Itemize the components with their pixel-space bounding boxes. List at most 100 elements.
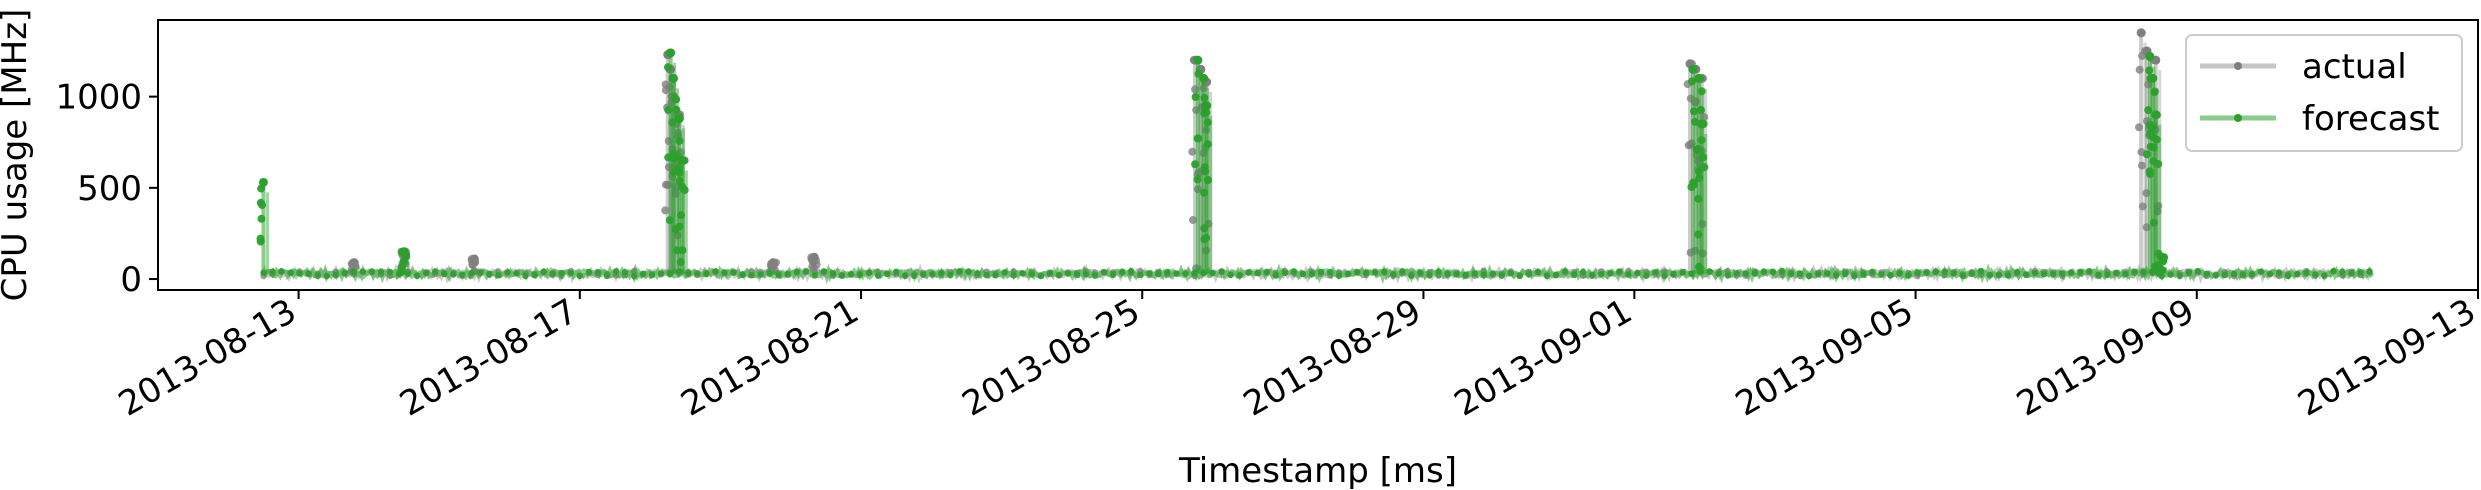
series-forecast-point (513, 270, 520, 277)
series-forecast-point (1498, 272, 1506, 279)
series-forecast-point (576, 272, 583, 279)
series-forecast-point (368, 268, 376, 276)
series-forecast-point (703, 271, 710, 278)
series-forecast-point (1616, 268, 1623, 275)
series-forecast-point (1589, 271, 1596, 278)
series-forecast-point (567, 269, 574, 277)
series-forecast-point (1625, 271, 1632, 278)
series-forecast-spike-point (1695, 174, 1704, 183)
series-forecast-point (658, 270, 665, 277)
series-forecast-point (2248, 270, 2256, 278)
series-forecast-spike-point (1202, 233, 1210, 242)
series-forecast-point (1037, 272, 1045, 280)
series-forecast-spike-point (2154, 160, 2163, 169)
series-forecast-point (2339, 268, 2346, 275)
series-forecast-spike-point (1695, 262, 1703, 271)
series-forecast-point (1471, 270, 1478, 277)
series-forecast-point (1272, 272, 1280, 279)
series-forecast-point (1046, 269, 1054, 276)
series-forecast-point (459, 271, 466, 278)
series-forecast-spike-point (2142, 150, 2151, 159)
series-forecast-point (1833, 272, 1840, 279)
series-forecast-point (531, 272, 538, 279)
series-forecast-spike-peak (1697, 119, 1707, 129)
series-forecast-point (386, 268, 394, 276)
series-forecast-point (2086, 268, 2093, 275)
series-forecast-point (558, 269, 565, 277)
series-forecast-point (802, 268, 809, 275)
series-forecast-spike-peak (1688, 64, 1698, 74)
series-forecast-spike-peak (1202, 101, 1212, 111)
series-forecast-point (739, 271, 746, 278)
series-forecast-spike-point (1191, 93, 1200, 101)
series-actual-spike-point (1700, 113, 1709, 122)
series-forecast-point (1363, 269, 1370, 276)
series-forecast-point (1082, 271, 1090, 278)
series-actual-spike-peak (349, 258, 359, 268)
series-forecast-point (2330, 268, 2337, 275)
series-forecast-spike-point (1690, 180, 1698, 189)
series-actual (260, 28, 2374, 285)
y-axis-title: CPU usage [MHz] (0, 9, 35, 302)
series-forecast-point (1634, 270, 1641, 277)
series-forecast-point (883, 270, 891, 277)
series-forecast-point (594, 269, 602, 276)
series-forecast-point (1100, 269, 1108, 276)
series-forecast-point (730, 269, 737, 276)
series-forecast-point (1842, 270, 1849, 278)
series-forecast-point (2068, 269, 2075, 277)
series-forecast-point (468, 269, 475, 277)
y-tick-label: 1000 (55, 78, 142, 118)
series-forecast-point (540, 268, 547, 275)
series-forecast-point (1733, 269, 1741, 277)
series-forecast-point (413, 272, 421, 279)
x-tick-label: 2013-09-05 (1729, 291, 1920, 424)
series-forecast-point (902, 272, 909, 279)
x-tick-label: 2013-08-17 (393, 291, 584, 424)
series-forecast-point (314, 272, 321, 279)
series-forecast-point (359, 268, 367, 275)
series-forecast-point (965, 268, 972, 275)
series-forecast-point (2312, 271, 2319, 278)
series-forecast-point (1561, 268, 1569, 275)
series-forecast-point (1706, 268, 1713, 275)
series-forecast-point (856, 271, 864, 279)
series-forecast-point (1109, 271, 1117, 278)
series-forecast-point (1209, 269, 1216, 277)
series-forecast-point (865, 269, 873, 276)
x-tick-label: 2013-09-09 (2010, 291, 2201, 424)
series-forecast-spike-point (1200, 163, 1209, 172)
series-forecast-point (893, 268, 900, 275)
series-forecast-point (1137, 271, 1144, 279)
series-forecast-point (1182, 270, 1189, 277)
series-forecast-point (2275, 269, 2283, 276)
series-forecast-point (404, 270, 412, 278)
series-forecast-point (694, 270, 701, 277)
series-forecast-point (549, 270, 556, 277)
series-forecast-point (2004, 272, 2012, 279)
plot-frame (157, 19, 2479, 291)
series-forecast-point (1679, 269, 1686, 276)
series-forecast-point (1824, 270, 1831, 277)
series-forecast-point (1977, 267, 1985, 275)
series-forecast-point (784, 270, 791, 277)
series-forecast-point (1254, 269, 1261, 276)
series-forecast-point (305, 270, 312, 277)
series-forecast-point (1932, 268, 1939, 275)
series-forecast-spike-peak (399, 247, 409, 257)
series-forecast-point (2095, 271, 2102, 278)
x-tick-label: 2013-08-29 (1237, 291, 1428, 424)
series-forecast-point (1950, 270, 1957, 277)
series-forecast-point (1543, 272, 1551, 279)
series-forecast-point (838, 272, 846, 279)
series-forecast-spike-peak (1199, 73, 1209, 83)
series-forecast-point (1598, 271, 1605, 278)
series-forecast-point (1769, 269, 1777, 276)
series-forecast-point (486, 270, 493, 278)
series-forecast-point (1390, 271, 1397, 278)
series-forecast-spike-point (678, 246, 687, 255)
series-forecast-point (2167, 271, 2174, 278)
series-forecast-point (432, 268, 439, 275)
series-forecast-point (1914, 269, 1921, 276)
